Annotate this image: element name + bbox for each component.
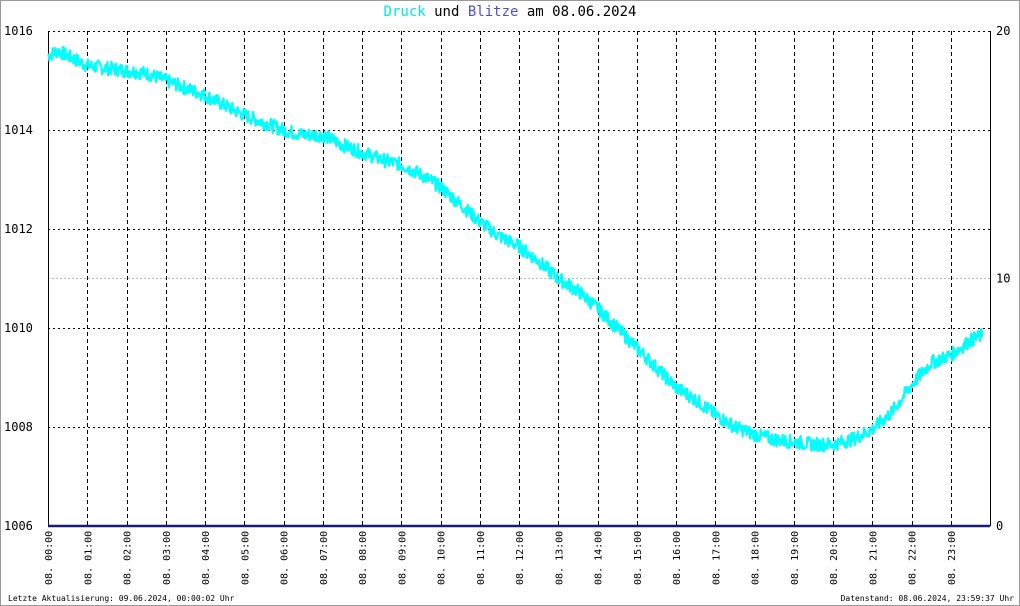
title-und: und (425, 4, 468, 20)
x-tick-label: 08. 01:00 (83, 531, 94, 585)
x-tick-label: 08. 07:00 (319, 531, 330, 585)
x-tick-label: 08. 18:00 (751, 531, 762, 585)
x-tick-label: 08. 14:00 (594, 531, 605, 585)
y-left-tick-label: 1006 (4, 519, 33, 533)
x-tick-label: 08. 12:00 (515, 531, 526, 585)
data-status-label: Datenstand: 08.06.2024, 23:59:37 Uhr (840, 594, 1014, 603)
title-date: am 08.06.2024 (518, 4, 637, 20)
title-druck: Druck (383, 4, 426, 20)
x-tick-label: 08. 13:00 (554, 531, 565, 585)
y-right-tick-label: 20 (996, 24, 1010, 38)
x-tick-label: 08. 22:00 (908, 531, 919, 585)
x-tick-label: 08. 08:00 (358, 531, 369, 585)
last-update-label: Letzte Aktualisierung: 09.06.2024, 00:00… (8, 594, 235, 603)
chart-title: Druck und Blitze am 08.06.2024 (0, 4, 1020, 20)
x-tick-label: 08. 04:00 (201, 531, 212, 585)
y-right-tick-label: 0 (996, 519, 1003, 533)
x-tick-label: 08. 03:00 (162, 531, 173, 585)
x-tick-label: 08. 21:00 (868, 531, 879, 585)
y-left-tick-label: 1012 (4, 222, 33, 236)
x-tick-label: 08. 02:00 (123, 531, 134, 585)
x-tick-label: 08. 09:00 (397, 531, 408, 585)
x-tick-label: 08. 15:00 (633, 531, 644, 585)
x-tick-label: 08. 05:00 (240, 531, 251, 585)
x-tick-label: 08. 23:00 (947, 531, 958, 585)
x-tick-label: 08. 06:00 (280, 531, 291, 585)
x-tick-label: 08. 00:00 (44, 531, 55, 585)
x-tick-label: 08. 20:00 (829, 531, 840, 585)
y-left-tick-label: 1008 (4, 420, 33, 434)
title-blitze: Blitze (467, 4, 519, 20)
x-tick-label: 08. 16:00 (672, 531, 683, 585)
series-druck-line (47, 46, 984, 453)
x-tick-label: 08. 17:00 (711, 531, 722, 585)
x-tick-label: 08. 11:00 (476, 531, 487, 585)
y-left-tick-label: 1010 (4, 321, 33, 335)
y-right-tick-label: 10 (996, 272, 1010, 286)
y-left-tick-label: 1016 (4, 24, 33, 38)
x-tick-label: 08. 19:00 (790, 531, 801, 585)
x-tick-label: 08. 10:00 (437, 531, 448, 585)
y-left-tick-label: 1014 (4, 123, 33, 137)
